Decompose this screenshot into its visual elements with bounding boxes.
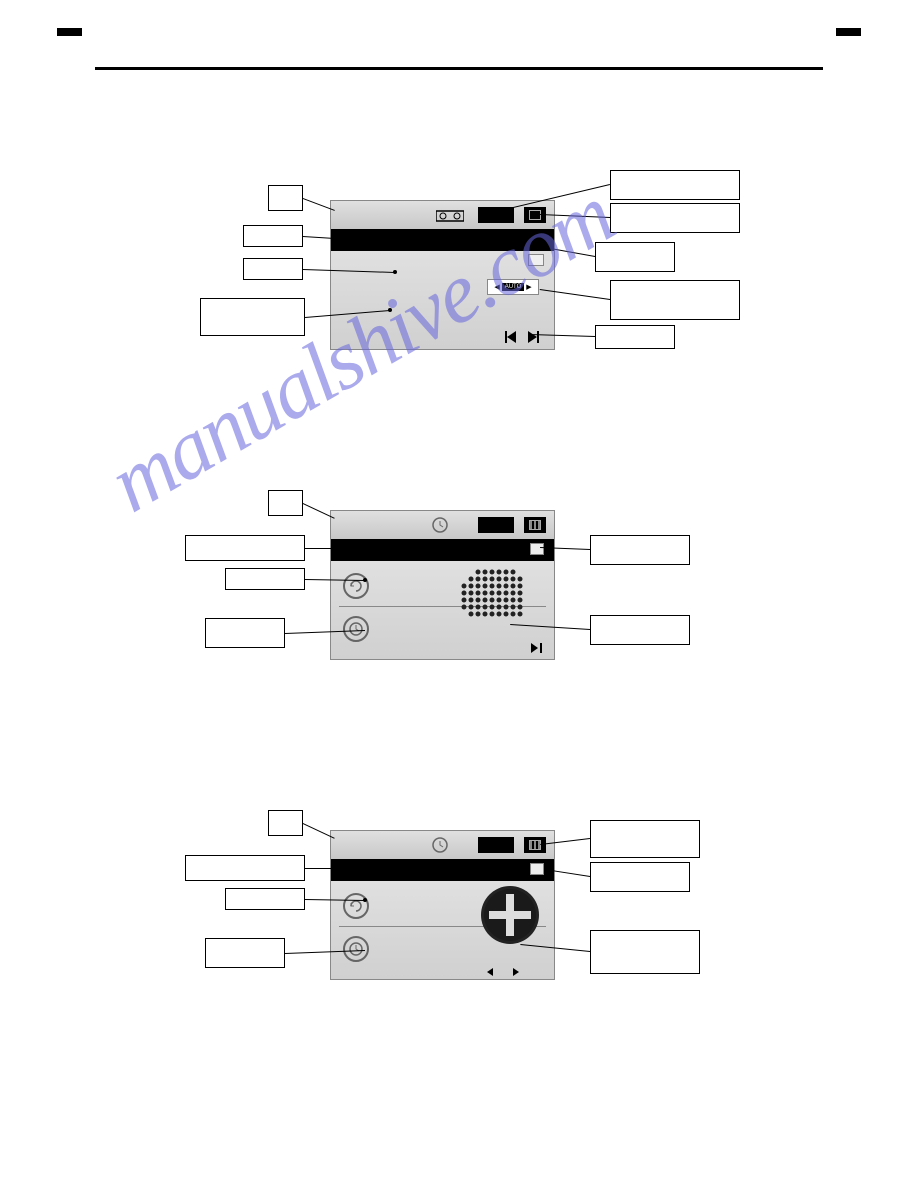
small-indicator: [530, 863, 544, 875]
circle-display: [481, 886, 539, 944]
clock-icon: [343, 616, 369, 642]
callout-box: [268, 185, 303, 211]
device-body: [331, 561, 554, 661]
callout-line: [505, 184, 610, 210]
callout-box: [590, 615, 690, 645]
callout-box: [590, 820, 700, 858]
clock-small-icon: [431, 516, 451, 534]
display-box-2: [524, 517, 546, 533]
callout-dot: [363, 898, 367, 902]
callout-line: [305, 868, 335, 869]
callout-box: [205, 938, 285, 968]
refresh-icon: [343, 893, 369, 919]
cassette-icon: [436, 209, 464, 223]
callout-box: [268, 490, 303, 516]
callout-box: [225, 568, 305, 590]
display-box-1: [478, 837, 514, 853]
callout-dot: [363, 578, 367, 582]
display-box-1: [478, 207, 514, 223]
callout-box: [590, 535, 690, 565]
callout-box: [610, 203, 740, 233]
black-strip: [331, 859, 554, 881]
device-panel: [330, 510, 555, 660]
callout-box: [185, 855, 305, 881]
callout-dot: [393, 270, 397, 274]
nav-small-arrows: [487, 968, 519, 976]
page-corner-left: [57, 28, 82, 36]
small-indicator: [528, 254, 544, 266]
callout-box: [595, 242, 675, 272]
callout-dot: [388, 308, 392, 312]
callout-box: [243, 225, 303, 247]
callout-box: [243, 258, 303, 280]
small-indicator: [530, 543, 544, 555]
pattern-display: [454, 566, 529, 621]
page-corner-right: [836, 28, 861, 36]
display-box-2: [524, 837, 546, 853]
page-divider: [95, 67, 823, 70]
clock-icon: [343, 936, 369, 962]
callout-box: [185, 535, 305, 561]
display-box-1: [478, 517, 514, 533]
callout-box: [205, 618, 285, 648]
device-body: ◀AUTO▶: [331, 251, 554, 351]
refresh-icon: [343, 573, 369, 599]
device-header: [331, 511, 554, 539]
callout-box: [595, 325, 675, 349]
device-panel: ◀AUTO▶: [330, 200, 555, 350]
callout-box: [610, 280, 740, 320]
callout-box: [200, 298, 305, 336]
callout-box: [590, 862, 690, 892]
device-body: [331, 881, 554, 981]
device-header: [331, 831, 554, 859]
device-panel: [330, 830, 555, 980]
black-strip: [331, 539, 554, 561]
clock-small-icon: [431, 836, 451, 854]
callout-box: [268, 810, 303, 836]
black-strip: [331, 229, 554, 251]
auto-selector: ◀AUTO▶: [487, 279, 539, 295]
callout-box: [225, 888, 305, 910]
nav-arrows: [505, 331, 539, 343]
callout-line: [305, 548, 335, 549]
callout-box: [610, 170, 740, 200]
callout-box: [590, 930, 700, 974]
play-next-icon: [531, 643, 542, 653]
